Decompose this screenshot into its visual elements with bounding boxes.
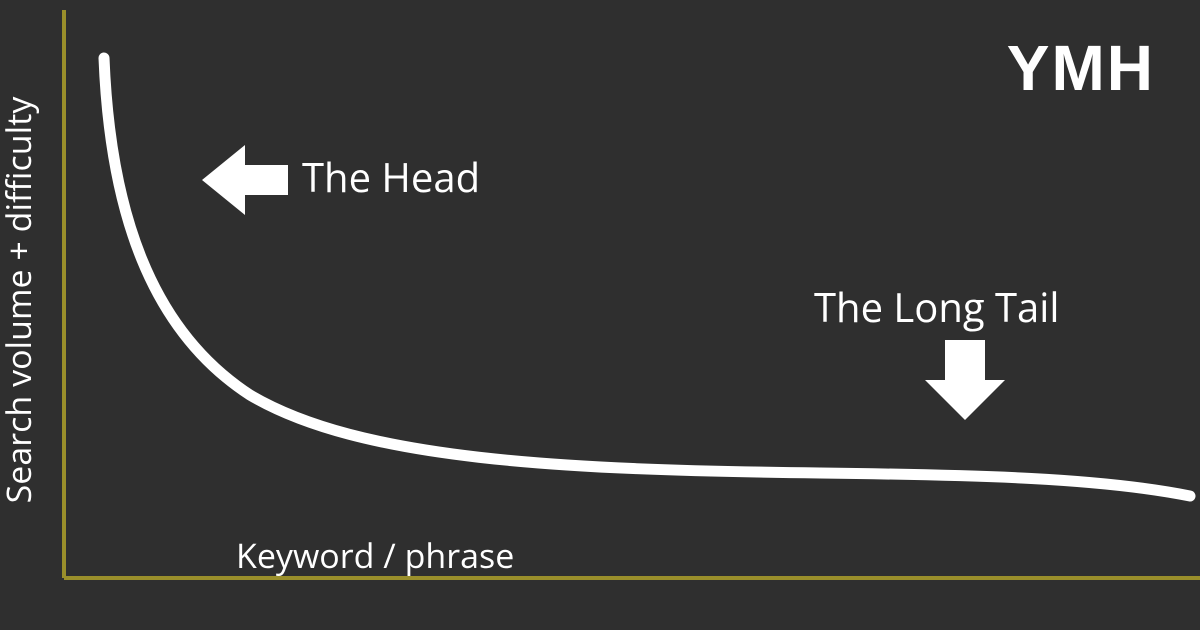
brand-logo: YMH — [1007, 32, 1155, 104]
y-axis-label: Search volume + difficulty — [0, 96, 41, 504]
head-label: The Head — [302, 149, 480, 204]
chart-container: The Head The Long Tail Keyword / phrase … — [0, 0, 1200, 630]
x-axis-label: Keyword / phrase — [236, 532, 514, 578]
long-tail-label: The Long Tail — [814, 279, 1059, 334]
